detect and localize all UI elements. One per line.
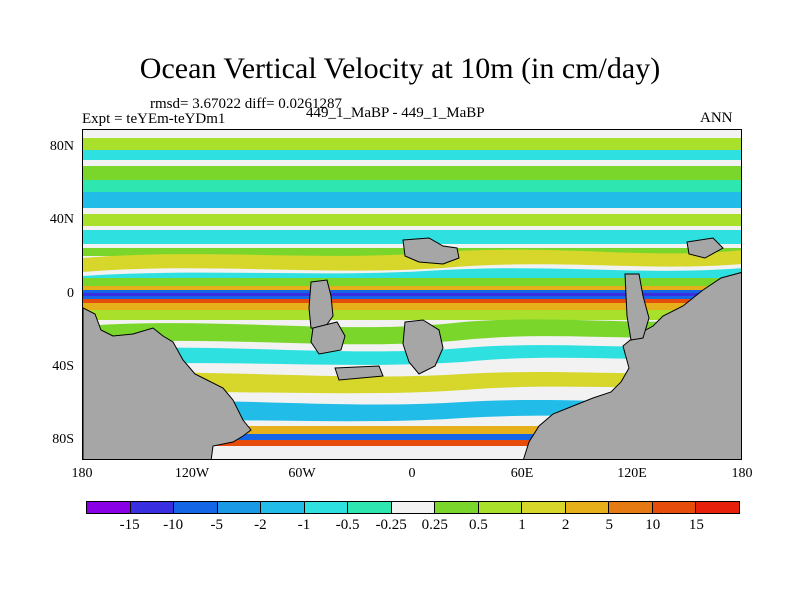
lon-tick-120w: 120W: [174, 466, 210, 481]
lat-tick-80s: 80S: [52, 432, 74, 447]
colorbar-box: [130, 502, 175, 513]
colorbar-label: 2: [561, 517, 570, 533]
band-mid-cyan: [83, 192, 741, 208]
season-label: ANN: [700, 110, 733, 126]
land-southeast: [523, 272, 741, 459]
colorbar-label: 5: [605, 517, 613, 533]
rmsd-diff-label: rmsd= 3.67022 diff= 0.0261287: [150, 96, 343, 112]
band-mid-teal: [83, 230, 741, 244]
island-south-bar: [334, 365, 384, 381]
colorbar-box: [565, 502, 610, 513]
island-central: [402, 319, 444, 375]
colorbar-label: 10: [645, 517, 661, 533]
band-subtropic-yellow: [83, 249, 741, 272]
map-field-graphic: [83, 130, 741, 459]
band-eq-south-green: [83, 310, 741, 320]
plot-title: Ocean Vertical Velocity at 10m (in cm/da…: [139, 52, 661, 85]
band-subarctic-green: [83, 166, 741, 180]
colorbar-label: -0.25: [375, 517, 407, 533]
lon-tick-0: 0: [408, 466, 416, 481]
band-mid-green: [83, 214, 741, 226]
colorbar-label: 1: [518, 517, 526, 533]
colorbar-label: -5: [210, 517, 224, 533]
colorbar-box: [391, 502, 436, 513]
lon-tick-180-left: 180: [71, 466, 93, 481]
colorbar-label: -10: [163, 517, 184, 533]
island-west-equatorial: [308, 279, 334, 331]
colorbar-box: [261, 502, 305, 513]
colorbar-box: [609, 502, 653, 513]
lon-tick-60w: 60W: [288, 466, 316, 481]
land-southwest: [83, 307, 252, 459]
colorbar-box: [87, 502, 131, 513]
colorbar-box: [478, 502, 523, 513]
colorbar-label: -15: [119, 517, 140, 533]
band-antarctic-red: [83, 440, 741, 446]
island-east-vertical: [624, 273, 650, 341]
band-eq-south-orange: [83, 303, 741, 310]
colorbar-box: [652, 502, 697, 513]
colorbar-label: -2: [254, 517, 267, 533]
experiment-label: Expt = teYEm-teYDm1: [82, 111, 226, 127]
colorbar: [86, 501, 740, 514]
band-arctic-cyan: [83, 150, 741, 160]
colorbar-box: [174, 502, 218, 513]
case-names-label: 449_1_MaBP - 449_1_MaBP: [306, 105, 485, 121]
band-eq-south-red: [83, 299, 741, 303]
island-northeast: [686, 237, 724, 259]
band-south-yellow: [83, 370, 741, 394]
band-eq-blue-2: [83, 296, 741, 299]
velocity-map: [82, 129, 742, 460]
colorbar-label: 0.5: [469, 517, 488, 533]
lon-tick-60e: 60E: [510, 466, 534, 481]
island-west-south: [310, 321, 346, 355]
lon-tick-180-right: 180: [731, 466, 753, 481]
band-subarctic-teal: [83, 180, 741, 192]
colorbar-box: [348, 502, 392, 513]
island-north: [402, 237, 460, 265]
lat-tick-40s: 40S: [52, 359, 74, 374]
colorbar-label: -0.5: [335, 517, 360, 533]
lat-tick-0: 0: [67, 286, 74, 301]
band-antarctic-blue: [83, 434, 741, 440]
lat-tick-40n: 40N: [49, 212, 74, 227]
colorbar-box: [435, 502, 479, 513]
colorbar-label: -1: [297, 517, 311, 533]
band-eq-violet: [83, 293, 741, 296]
band-eq-north-orange: [83, 286, 741, 290]
colorbar-labels: -15 -10 -5 -2 -1 -0.5 -0.25 0.25 0.5 1 2 5 10 15: [86, 517, 740, 537]
colorbar-box: [217, 502, 262, 513]
colorbar-label: 0.25: [421, 517, 448, 533]
colorbar-label: 15: [688, 517, 704, 533]
lat-tick-80n: 80N: [49, 139, 74, 154]
band-eq-blue-1: [83, 290, 741, 293]
colorbar-box: [522, 502, 566, 513]
colorbar-box: [304, 502, 349, 513]
band-antarctic-orange: [83, 426, 741, 434]
colorbar-box: [696, 502, 739, 513]
band-arctic-green: [83, 138, 741, 150]
lon-tick-120e: 120E: [617, 466, 647, 481]
band-eq-north-green: [83, 278, 741, 286]
